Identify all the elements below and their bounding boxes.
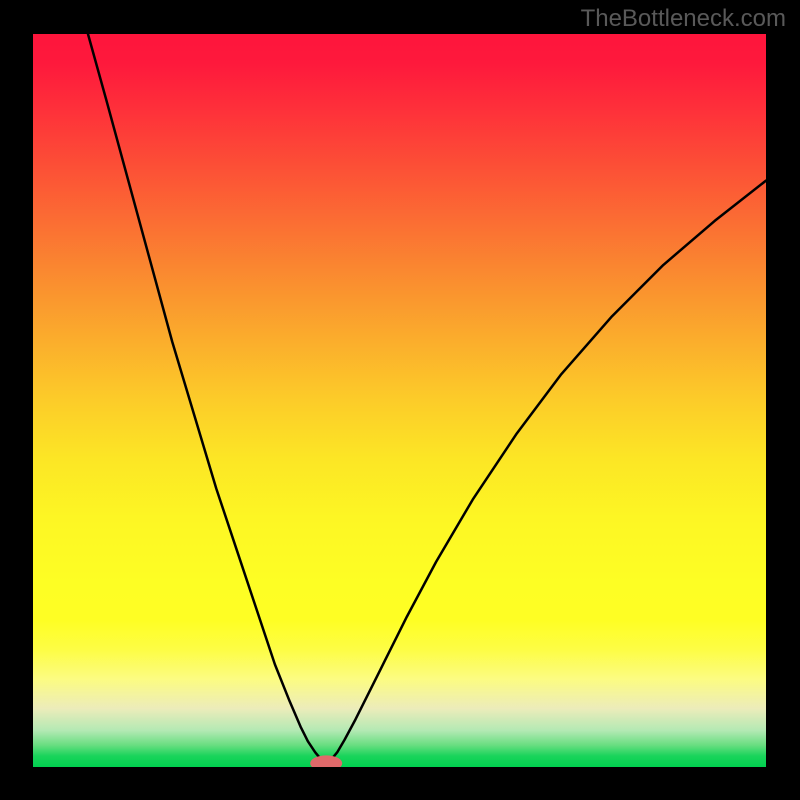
plot-svg	[33, 34, 766, 767]
gradient-curve-plot	[33, 34, 766, 767]
canvas-root: TheBottleneck.com	[0, 0, 800, 800]
watermark-text: TheBottleneck.com	[581, 5, 786, 33]
gradient-background	[33, 34, 766, 767]
